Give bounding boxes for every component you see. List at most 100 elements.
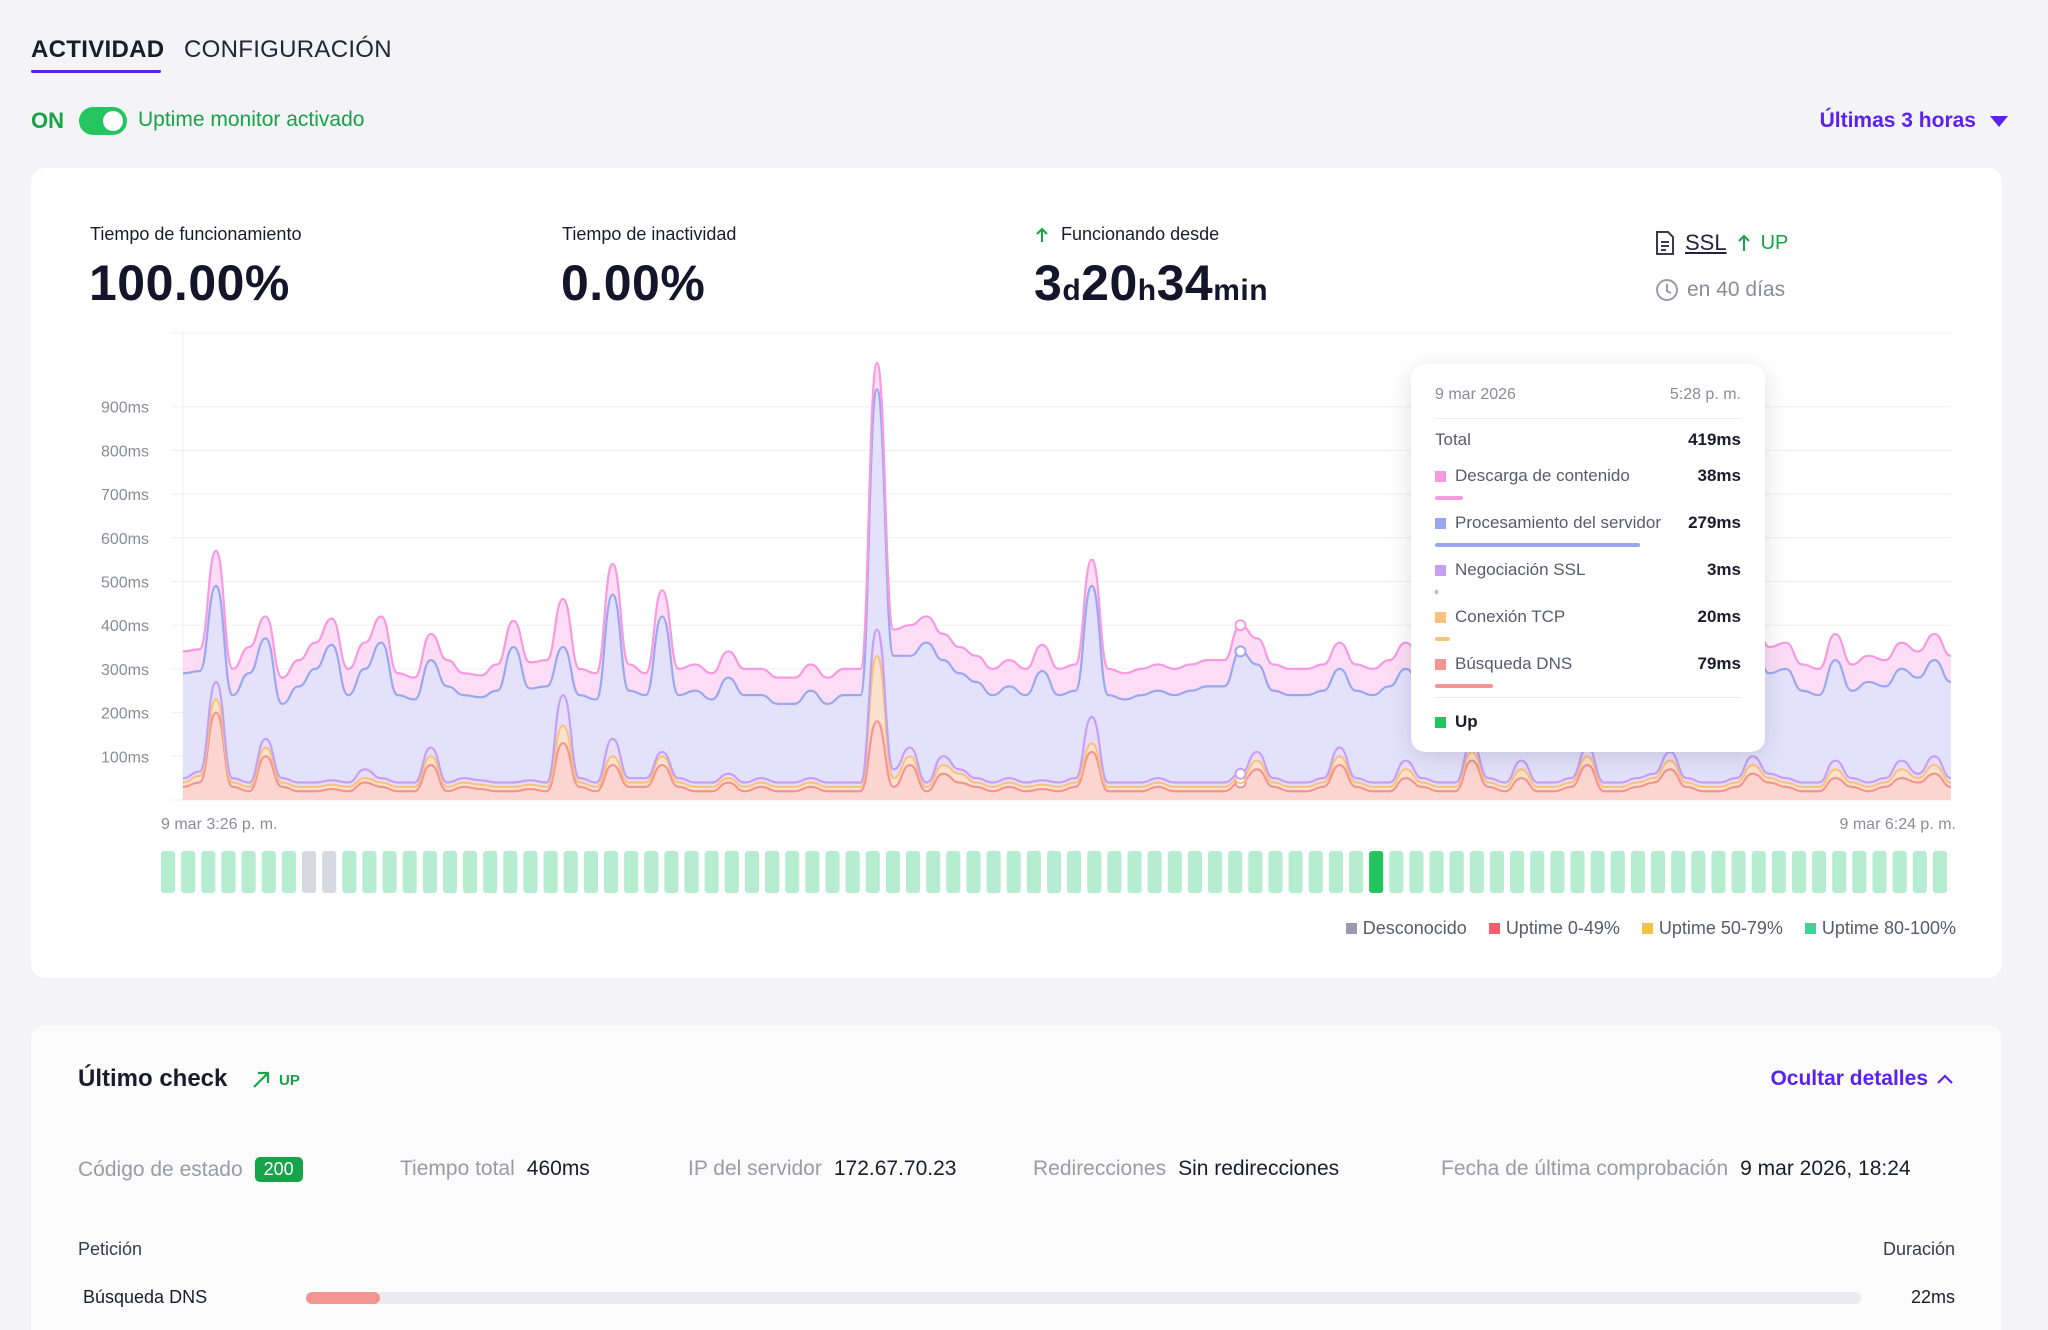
uptime-bar-segment[interactable] (704, 851, 719, 893)
uptime-bar-segment[interactable] (1107, 851, 1122, 893)
uptime-bar-segment[interactable] (402, 851, 417, 893)
uptime-bar-segment[interactable] (301, 851, 317, 893)
uptime-bar-segment[interactable] (1127, 851, 1142, 893)
uptime-bar-segment[interactable] (1006, 851, 1021, 893)
uptime-bar-segment[interactable] (463, 851, 478, 893)
uptime-bar-segment[interactable] (724, 851, 739, 893)
uptime-bar-segment[interactable] (181, 851, 196, 893)
uptime-bar-segment[interactable] (503, 851, 518, 893)
uptime-bar-segment[interactable] (201, 851, 216, 893)
uptime-bar-segment[interactable] (322, 851, 337, 893)
uptime-bar-segment[interactable] (644, 851, 659, 893)
uptime-bar-segment[interactable] (1067, 851, 1082, 893)
uptime-bar-segment[interactable] (785, 851, 800, 893)
caret-down-icon (1990, 115, 2008, 127)
uptime-bar-segment[interactable] (1610, 851, 1625, 893)
uptime-bar-segment[interactable] (1187, 851, 1203, 893)
uptime-bar-segment[interactable] (281, 851, 296, 893)
uptime-bar-segment[interactable] (1932, 851, 1947, 893)
uptime-bar-segment[interactable] (1147, 851, 1162, 893)
uptime-bar-segment[interactable] (905, 851, 921, 893)
time-range-dropdown[interactable]: Últimas 3 horas (1820, 109, 2008, 133)
uptime-bar-segment[interactable] (624, 851, 639, 893)
uptime-bar-segment[interactable] (1711, 851, 1726, 893)
uptime-bar-segment[interactable] (946, 851, 961, 893)
uptime-bar-segment[interactable] (1731, 851, 1746, 893)
uptime-bar-segment[interactable] (845, 851, 860, 893)
uptime-bar-segment[interactable] (241, 851, 256, 893)
uptime-bar-segment[interactable] (1852, 851, 1867, 893)
uptime-bar-segment[interactable] (1228, 851, 1243, 893)
uptime-bar-segment[interactable] (1530, 851, 1545, 893)
uptime-bar-segment[interactable] (483, 851, 498, 893)
uptime-bar-segment[interactable] (865, 851, 880, 893)
uptime-bar-segment[interactable] (1469, 851, 1484, 893)
uptime-bar-segment[interactable] (1348, 851, 1364, 893)
uptime-bar-segment[interactable] (744, 851, 760, 893)
uptime-bar-segment[interactable] (966, 851, 981, 893)
uptime-bar-segment[interactable] (765, 851, 780, 893)
uptime-bar-segment[interactable] (1389, 851, 1404, 893)
uptime-bar-segment[interactable] (161, 851, 176, 893)
uptime-bar-segment[interactable] (1046, 851, 1062, 893)
uptime-bar-segment[interactable] (583, 851, 598, 893)
uptime-bar-segment[interactable] (684, 851, 699, 893)
uptime-bar-segment[interactable] (563, 851, 578, 893)
uptime-bar-segment[interactable] (1812, 851, 1827, 893)
uptime-bar-segment[interactable] (1832, 851, 1847, 893)
uptime-bar-segment[interactable] (382, 851, 397, 893)
request-duration: 22ms (1910, 1287, 1955, 1307)
uptime-bar-segment[interactable] (805, 851, 820, 893)
uptime-bar-segment[interactable] (1087, 851, 1102, 893)
uptime-bar-segment[interactable] (543, 851, 558, 893)
hide-details-button[interactable]: Ocultar detalles (1770, 1067, 1954, 1091)
uptime-bar-segment[interactable] (1791, 851, 1807, 893)
clock-icon (1656, 279, 1678, 301)
ssl-link[interactable]: SSL (1685, 230, 1727, 255)
uptime-bar-segment[interactable] (342, 851, 357, 893)
uptime-bar-segment[interactable] (422, 851, 437, 893)
uptime-bar-segment[interactable] (1489, 851, 1505, 893)
tab-actividad[interactable]: ACTIVIDAD (31, 36, 165, 63)
uptime-bar-segment[interactable] (1590, 851, 1605, 893)
uptime-bar-segment[interactable] (1208, 851, 1223, 893)
uptime-bar-segment[interactable] (1650, 851, 1666, 893)
uptime-bar-segment[interactable] (362, 851, 377, 893)
uptime-bar-segment[interactable] (1912, 851, 1927, 893)
uptime-bar-segment[interactable] (1328, 851, 1343, 893)
uptime-bar-segment[interactable] (926, 851, 941, 893)
uptime-bar-segment[interactable] (885, 851, 900, 893)
uptime-bar-segment[interactable] (1248, 851, 1263, 893)
uptime-bar-segment[interactable] (1872, 851, 1887, 893)
uptime-bar-segment[interactable] (1409, 851, 1424, 893)
uptime-bar-segment[interactable] (1892, 851, 1907, 893)
uptime-bar-segment[interactable] (442, 851, 458, 893)
uptime-bar-segment[interactable] (1026, 851, 1041, 893)
uptime-bar-segment[interactable] (1751, 851, 1766, 893)
uptime-bar-segment[interactable] (1288, 851, 1303, 893)
uptime-bar-segment[interactable] (825, 851, 840, 893)
uptime-bar-segment[interactable] (1771, 851, 1786, 893)
uptime-bar-segment[interactable] (1167, 851, 1182, 893)
uptime-bar-segment[interactable] (664, 851, 679, 893)
uptime-bar-segment[interactable] (1691, 851, 1706, 893)
uptime-bar-segment[interactable] (1630, 851, 1645, 893)
uptime-bar-segment[interactable] (1550, 851, 1565, 893)
uptime-monitor-toggle[interactable] (79, 107, 127, 135)
uptime-bar-segment[interactable] (1449, 851, 1464, 893)
uptime-bar-segment[interactable] (1308, 851, 1323, 893)
ssl-expiry: en 40 días (1655, 278, 1785, 302)
uptime-bar-segment[interactable] (1671, 851, 1686, 893)
uptime-bar-segment[interactable] (1369, 851, 1384, 893)
uptime-bar-segment[interactable] (1429, 851, 1444, 893)
uptime-bar-segment[interactable] (221, 851, 236, 893)
tab-configuracion[interactable]: CONFIGURACIÓN (184, 36, 392, 63)
uptime-bar-segment[interactable] (1510, 851, 1525, 893)
uptime-bar-segment[interactable] (1570, 851, 1585, 893)
uptime-bar-segment[interactable] (603, 851, 619, 893)
uptime-bar-segment[interactable] (986, 851, 1001, 893)
uptime-bar-segment[interactable] (261, 851, 276, 893)
uptime-bar-segment[interactable] (523, 851, 538, 893)
ssl-status[interactable]: SSL UP (1655, 230, 1788, 256)
uptime-bar-segment[interactable] (1268, 851, 1283, 893)
